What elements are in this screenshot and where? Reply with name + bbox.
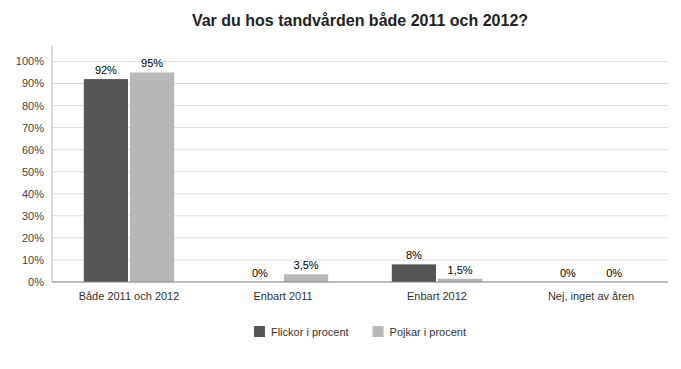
- y-axis-line: [52, 46, 53, 282]
- bars: [84, 72, 482, 282]
- y-tick-label: 90%: [22, 77, 44, 89]
- y-tick-label: 0%: [28, 276, 44, 288]
- x-axis-line: [52, 282, 668, 283]
- data-label: 95%: [141, 57, 163, 69]
- data-label: 0%: [560, 267, 576, 279]
- data-label: 3,5%: [294, 259, 319, 271]
- bar: [84, 79, 128, 282]
- y-tick-label: 80%: [22, 100, 44, 112]
- legend-swatch: [373, 326, 384, 337]
- bar: [130, 72, 174, 282]
- y-tick-label: 40%: [22, 188, 44, 200]
- y-tick-label: 50%: [22, 166, 44, 178]
- x-tick-label: Enbart 2011: [253, 290, 312, 302]
- y-tick-label: 20%: [22, 232, 44, 244]
- chart: Var du hos tandvården både 2011 och 2012…: [0, 0, 681, 369]
- data-label: 1,5%: [448, 264, 473, 276]
- x-tick-label: Både 2011 och 2012: [79, 290, 180, 302]
- bar: [392, 264, 436, 282]
- y-tick-label: 30%: [22, 210, 44, 222]
- data-label: 0%: [252, 267, 268, 279]
- legend-label: Pojkar i procent: [390, 326, 466, 338]
- grid: [52, 61, 668, 282]
- data-label: 8%: [406, 249, 422, 261]
- legend: Flickor i procent Pojkar i procent: [254, 326, 466, 338]
- bar: [284, 274, 328, 282]
- legend-swatch: [254, 326, 265, 337]
- x-tick-label: Enbart 2012: [407, 290, 467, 302]
- y-tick-label: 100%: [16, 55, 44, 67]
- y-tick-label: 10%: [22, 254, 44, 266]
- data-label: 92%: [95, 64, 117, 76]
- title: Var du hos tandvården både 2011 och 2012…: [192, 12, 528, 29]
- data-label: 0%: [606, 267, 622, 279]
- x-tick-label: Nej, inget av åren: [548, 290, 634, 302]
- data-labels: 92% 0% 8% 0% 95% 3,5% 1,5% 0%: [95, 57, 622, 279]
- legend-label: Flickor i procent: [271, 326, 349, 338]
- y-tick-label: 70%: [22, 122, 44, 134]
- y-tick-label: 60%: [22, 144, 44, 156]
- grid-line: [52, 282, 668, 283]
